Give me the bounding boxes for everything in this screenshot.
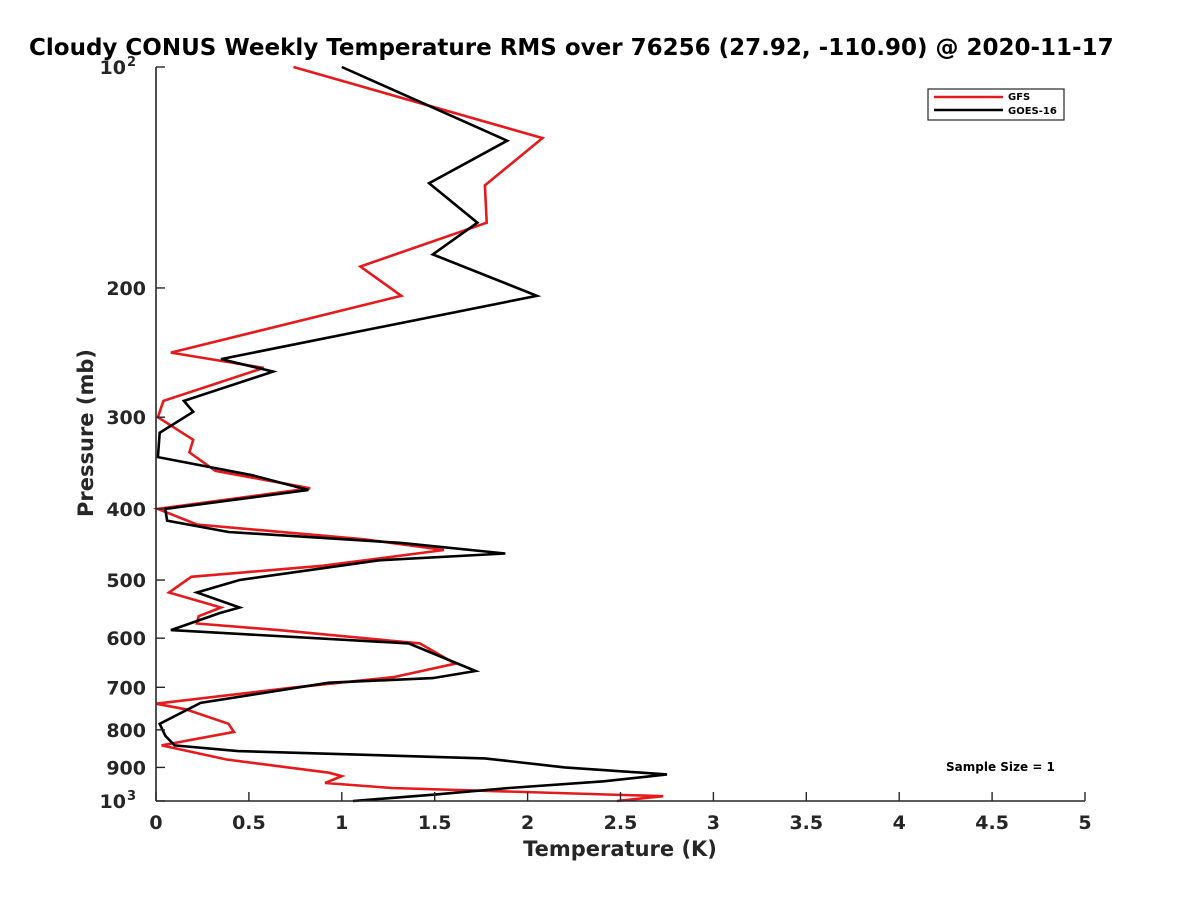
y-tick-label: 700 (106, 677, 146, 699)
y-axis-label: Pressure (mb) (74, 349, 98, 517)
y-tick-label: 10 (100, 791, 126, 813)
y-tick-label: 300 (106, 407, 146, 429)
series-layer (152, 65, 668, 803)
x-tick-label: 3 (707, 812, 720, 834)
legend: GFS GOES-16 (927, 88, 1065, 121)
legend-label-goes16: GOES-16 (1008, 106, 1057, 117)
x-tick-label: 2.5 (604, 812, 638, 834)
x-tick-label: 5 (1078, 812, 1091, 834)
tick-labels: 0 0.5 1 1.5 2 2.5 3 3.5 4 4.5 510 22003004005006007… (100, 55, 1092, 834)
legend-label-gfs: GFS (1008, 92, 1030, 103)
x-tick-label: 3.5 (789, 812, 823, 834)
y-tick-label: 900 (106, 757, 146, 779)
y-tick-label: 500 (106, 570, 146, 592)
y-tick-label: 200 (106, 278, 146, 300)
y-tick-label: 600 (106, 628, 146, 650)
series-line-goes-16 (156, 65, 668, 803)
sample-size-annotation: Sample Size = 1 (946, 760, 1055, 774)
x-tick-label: 4 (893, 812, 906, 834)
x-tick-label: 4.5 (975, 812, 1009, 834)
series-line-gfs (152, 65, 664, 803)
x-tick-label: 1 (335, 812, 348, 834)
y-tick-exponent: 3 (127, 789, 136, 804)
y-tick-label: 400 (106, 499, 146, 521)
y-tick-label: 10 (100, 57, 126, 79)
y-tick-label: 800 (106, 720, 146, 742)
x-tick-label: 0 (149, 812, 162, 834)
x-axis-label: Temperature (K) (523, 837, 717, 861)
legend-box (927, 88, 1065, 121)
axes (155, 66, 1086, 802)
x-tick-label: 0.5 (232, 812, 266, 834)
x-tick-label: 2 (521, 812, 534, 834)
chart-title: Cloudy CONUS Weekly Temperature RMS over… (29, 35, 1114, 61)
x-tick-label: 1.5 (418, 812, 452, 834)
y-tick-exponent: 2 (127, 55, 136, 70)
